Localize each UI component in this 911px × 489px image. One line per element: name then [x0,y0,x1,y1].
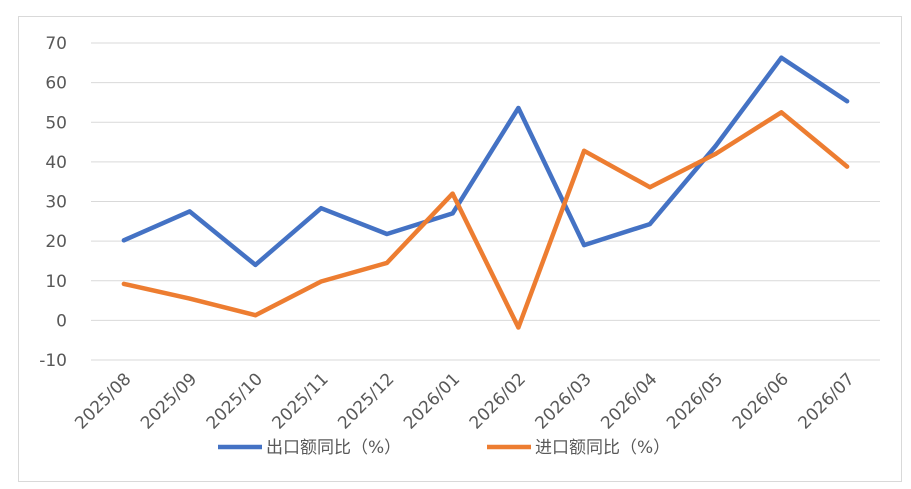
legend: 出口额同比（%） 进口额同比（%） [218,438,670,458]
y-tick-label: 10 [45,272,67,292]
x-axis-ticks: 2025/08 2025/09 2025/10 2025/11 2025/12 2026/… [71,369,858,433]
data-point [647,222,652,227]
data-point [713,151,718,156]
data-point [121,238,126,243]
x-tick-label: 2026/04 [597,369,661,433]
legend-label-export: 出口额同比（%） [266,438,401,458]
data-point [384,260,389,265]
data-point [187,209,192,214]
x-tick-label: 2025/10 [203,369,267,433]
data-point [450,211,455,216]
y-tick-label: 30 [45,193,67,213]
data-point [845,99,850,104]
y-tick-label: 20 [45,232,67,252]
data-point [516,325,521,330]
y-tick-label: 60 [45,74,67,94]
y-tick-label: 50 [45,113,67,133]
data-point [845,164,850,169]
x-tick-label: 2026/03 [532,369,596,433]
y-tick-label: -10 [39,351,67,371]
series-line-import [121,110,850,330]
x-tick-label: 2026/07 [795,369,859,433]
x-tick-label: 2026/02 [466,369,530,433]
x-tick-label: 2025/11 [269,369,333,433]
data-point [779,110,784,115]
data-point [582,148,587,153]
data-point [121,281,126,286]
x-tick-label: 2026/06 [729,369,793,433]
data-point [319,206,324,211]
data-point [582,243,587,248]
data-point [713,144,718,149]
x-tick-label: 2025/12 [334,369,398,433]
gridlines [91,42,880,361]
data-point [516,105,521,110]
data-point [779,55,784,60]
y-tick-label: 70 [45,34,67,54]
data-point [253,262,258,267]
legend-label-import: 进口额同比（%） [535,438,670,458]
data-point [253,313,258,318]
data-point [319,279,324,284]
x-tick-label: 2026/05 [663,369,727,433]
y-tick-label: 0 [56,311,67,331]
x-tick-label: 2025/09 [137,369,201,433]
series-line-export [121,55,850,268]
y-axis-ticks: 70 60 50 40 30 20 10 0 -10 [39,34,67,371]
series-lines [121,55,850,330]
x-tick-label: 2025/08 [71,369,135,433]
data-point [187,296,192,301]
data-point [647,185,652,190]
x-tick-label: 2026/01 [400,369,464,433]
data-point [450,191,455,196]
y-tick-label: 40 [45,153,67,173]
data-point [384,231,389,236]
